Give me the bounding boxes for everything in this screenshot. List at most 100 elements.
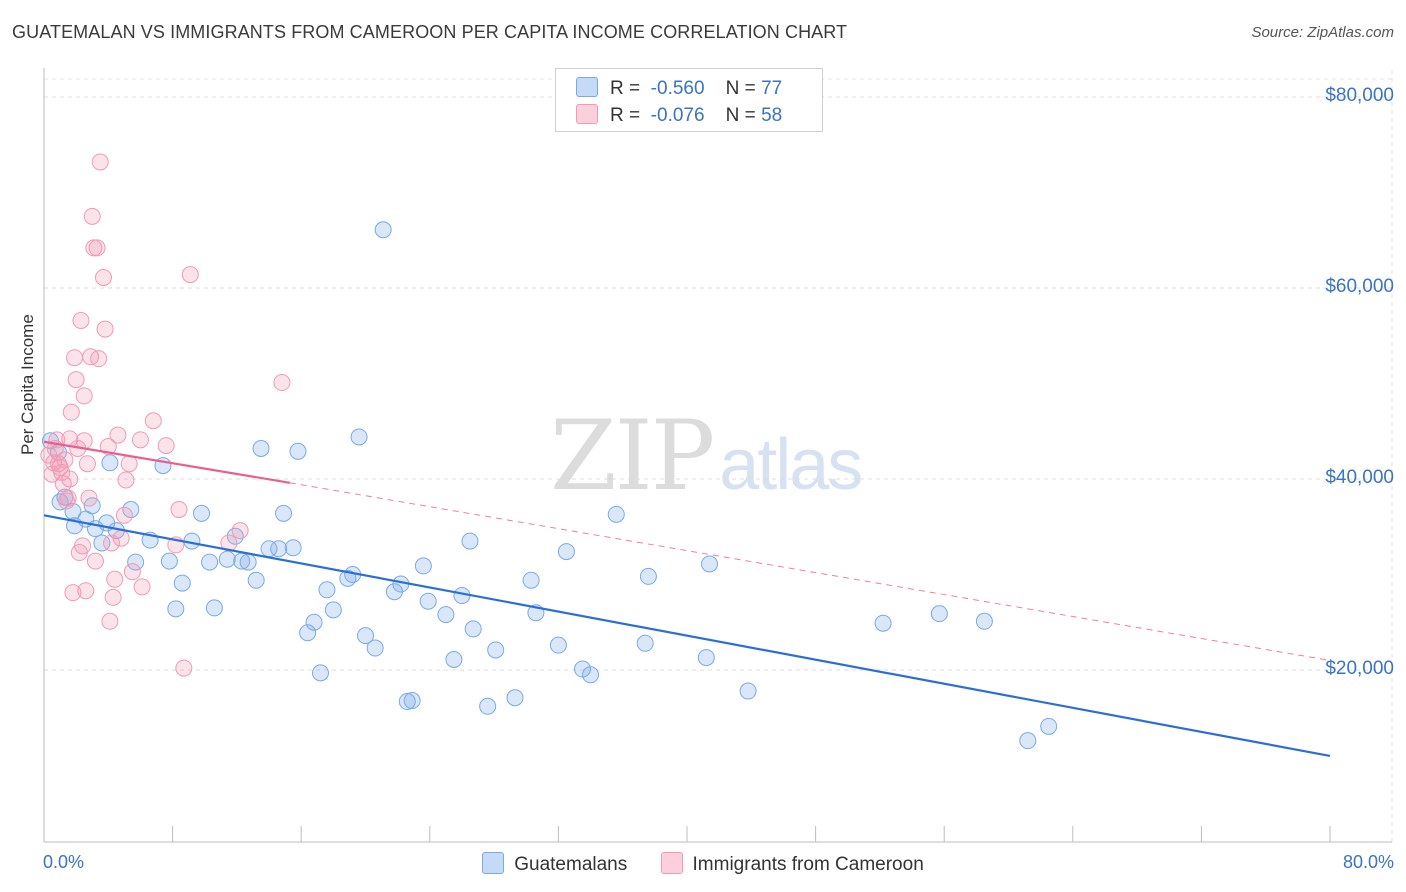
series-legend: Guatemalans Immigrants from Cameroon [0, 852, 1406, 876]
point-guatemalans [311, 664, 329, 682]
point-guatemalans [299, 624, 317, 642]
point-guatemalans [127, 553, 145, 571]
legend-row-cameroon: R = -0.076 N = 58 [576, 104, 782, 128]
series-legend-cameroon[interactable]: Immigrants from Cameroon [660, 852, 924, 876]
point-cameroon [75, 387, 93, 405]
point-guatemalans [284, 539, 302, 557]
legend-r-value: -0.560 [650, 78, 705, 99]
point-cameroon [94, 268, 112, 286]
legend-swatch-pink [576, 104, 598, 124]
point-guatemalans [636, 634, 654, 652]
point-guatemalans [374, 221, 392, 239]
point-guatemalans [167, 600, 185, 618]
point-guatemalans [318, 581, 336, 599]
point-guatemalans [218, 550, 236, 568]
point-guatemalans [305, 613, 323, 631]
point-guatemalans [582, 666, 600, 684]
point-guatemalans [247, 571, 265, 589]
axes [43, 68, 1392, 843]
point-guatemalans [366, 639, 384, 657]
legend-swatch-blue [576, 77, 598, 97]
point-cameroon [56, 451, 74, 469]
watermark: ZIPatlas [550, 400, 863, 512]
point-cameroon [104, 588, 122, 606]
point-guatemalans [975, 612, 993, 630]
point-guatemalans [357, 627, 374, 645]
point-cameroon [273, 374, 291, 392]
legend-r-value: -0.076 [650, 105, 705, 126]
point-guatemalans [522, 571, 540, 589]
y-tick-label: $20,000 [1325, 658, 1394, 679]
point-guatemalans [874, 614, 892, 632]
point-cameroon [170, 501, 188, 519]
point-cameroon [62, 403, 80, 421]
point-guatemalans [324, 601, 342, 619]
data-points [40, 153, 1058, 750]
point-guatemalans [739, 682, 757, 700]
point-guatemalans [437, 606, 455, 624]
point-guatemalans [697, 649, 715, 667]
trend-line-cameroon [43, 440, 291, 484]
series-legend-guatemalans[interactable]: Guatemalans [482, 852, 627, 876]
point-cameroon [83, 207, 101, 225]
x-axis-max-label: 80.0% [1342, 852, 1394, 872]
point-guatemalans [205, 599, 223, 617]
point-guatemalans [160, 552, 178, 570]
point-cameroon [74, 537, 92, 555]
point-guatemalans [479, 697, 497, 715]
legend-row-guatemalans: R = -0.560 N = 77 [576, 77, 782, 101]
point-guatemalans [461, 532, 479, 550]
legend-r-label: R = [610, 105, 641, 126]
point-cameroon [77, 582, 95, 600]
y-axis-title: Per Capita Income [18, 314, 37, 455]
point-cameroon [67, 371, 85, 389]
point-cameroon [86, 552, 104, 570]
point-guatemalans [464, 620, 482, 638]
watermark-atlas: atlas [719, 425, 863, 505]
chart-title: GUATEMALAN VS IMMIGRANTS FROM CAMEROON P… [12, 22, 848, 42]
point-guatemalans [101, 454, 119, 472]
y-tick-label: $80,000 [1325, 85, 1394, 106]
point-guatemalans [193, 504, 211, 522]
point-guatemalans [639, 567, 657, 585]
point-guatemalans [226, 527, 244, 545]
legend-n-label: N = [725, 78, 756, 99]
point-guatemalans [239, 553, 257, 571]
x-axis-min-label: 0.0% [43, 852, 85, 872]
legend-n-label: N = [725, 105, 756, 126]
point-cameroon [88, 239, 106, 257]
point-guatemalans [419, 592, 437, 610]
point-guatemalans [350, 428, 368, 446]
point-guatemalans [64, 502, 82, 520]
point-guatemalans [701, 555, 719, 573]
watermark-zip: ZIP [550, 400, 715, 512]
point-guatemalans [487, 641, 505, 659]
point-cameroon [117, 471, 135, 489]
point-guatemalans [275, 504, 293, 522]
series-label: Guatemalans [514, 854, 628, 875]
legend-n-value: 58 [761, 105, 783, 126]
point-cameroon [80, 489, 98, 507]
point-cameroon [123, 563, 141, 581]
point-cameroon [157, 437, 175, 455]
point-guatemalans [414, 557, 432, 575]
point-cameroon [120, 455, 138, 473]
point-cameroon [58, 492, 76, 510]
point-cameroon [59, 489, 77, 507]
point-cameroon [96, 320, 114, 338]
point-guatemalans [445, 650, 463, 668]
point-cameroon [64, 584, 82, 602]
point-guatemalans [93, 534, 111, 552]
point-cameroon [101, 612, 119, 630]
series-swatch-pink [660, 852, 683, 874]
gridlines [44, 70, 1393, 842]
point-guatemalans [201, 553, 219, 571]
trend-lines [43, 440, 1331, 758]
point-cameroon [72, 311, 90, 329]
point-guatemalans [557, 543, 575, 561]
point-guatemalans [403, 692, 421, 710]
y-tick-label: $40,000 [1325, 467, 1394, 488]
point-guatemalans [173, 574, 191, 592]
point-cameroon [90, 350, 108, 368]
